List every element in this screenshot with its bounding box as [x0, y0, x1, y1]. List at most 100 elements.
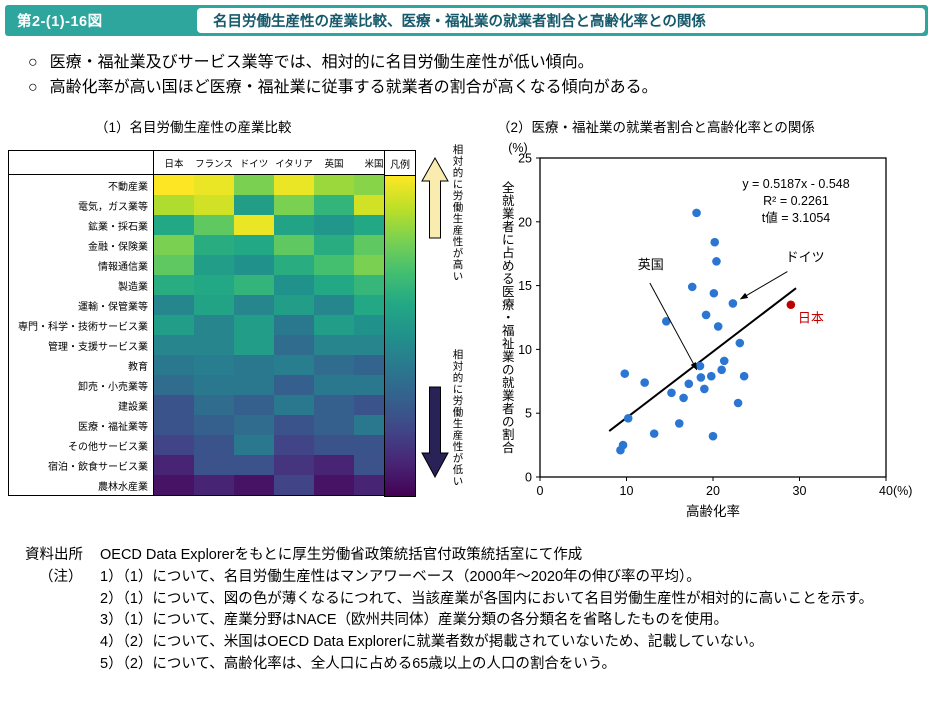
scatter-point — [674, 419, 684, 428]
svg-text:10: 10 — [620, 484, 634, 498]
scatter-point — [709, 288, 719, 298]
circle-bullet-icon: ○ — [28, 54, 38, 71]
heatmap-row-label: 農林水産業 — [8, 475, 154, 496]
scatter-point — [710, 237, 720, 247]
heatmap-cell — [234, 215, 274, 235]
heatmap-cell — [234, 415, 274, 435]
heatmap-cell — [274, 315, 314, 335]
heatmap-cell — [314, 435, 354, 455]
annotation-arrow — [649, 282, 698, 371]
heatmap-row-label: 専門・科学・技術サービス業 — [8, 315, 154, 335]
heatmap-cell — [234, 375, 274, 395]
heatmap-column-header: フランス — [194, 150, 234, 175]
heatmap-cell — [314, 375, 354, 395]
heatmap-cell — [194, 215, 234, 235]
heatmap-cell — [314, 255, 354, 275]
heatmap-cell — [314, 315, 354, 335]
heatmap-row-label: 不動産業 — [8, 174, 154, 195]
heatmap-cell — [234, 475, 274, 496]
scatter-point — [713, 322, 723, 331]
bullet-item: ○ 高齢化率が高い国ほど医療・福祉業に従事する就業者の割合が高くなる傾向がある。 — [28, 75, 658, 100]
heatmap-cell — [234, 335, 274, 355]
scatter-point — [661, 317, 671, 326]
heatmap-column-header: ドイツ — [234, 150, 274, 175]
heatmap-cell — [234, 435, 274, 455]
trend-line — [608, 287, 797, 432]
scatter-point — [706, 371, 716, 381]
heatmap-cell — [153, 275, 194, 295]
scatter-point-japan — [786, 300, 796, 310]
scatter-xlabel: 高齢化率 — [686, 503, 740, 519]
heatmap-table: 日本 フランス ドイツ イタリア 英国 米国 不動産業 電気，ガス業等 鉱業・採石業 金融・保険業… — [8, 150, 395, 496]
heatmap-corner-cell — [8, 150, 154, 175]
heatmap-cell — [234, 455, 274, 475]
figure-number-badge: 第2-(1)-16図 — [17, 5, 103, 36]
heatmap-cell — [153, 195, 194, 215]
heatmap-cell — [194, 315, 234, 335]
japan-label: 日本 — [798, 311, 824, 326]
note-item: 4）（2）について、米国はOECD Data Explorerに就業者数が掲載さ… — [100, 634, 764, 650]
circle-bullet-icon: ○ — [28, 79, 38, 97]
heatmap-row-label: 卸売・小売業等 — [8, 375, 154, 395]
scatter-point — [684, 379, 694, 389]
country-annotation: 英国 — [638, 257, 664, 272]
svg-text:20: 20 — [518, 215, 532, 229]
heatmap-cell — [194, 375, 234, 395]
heatmap-legend-label: 凡例 — [385, 151, 415, 176]
heatmap-cell — [314, 195, 354, 215]
heatmap-cell — [314, 335, 354, 355]
heatmap-cell — [194, 395, 234, 415]
heatmap-cell — [274, 235, 314, 255]
svg-text:0: 0 — [537, 484, 544, 498]
heatmap-cell — [153, 215, 194, 235]
heatmap-cell — [153, 415, 194, 435]
heatmap-row-label: 医療・福祉業等 — [8, 415, 154, 435]
figure-title: 名目労働生産性の産業比較、医療・福祉業の就業者割合と高齢化率との関係 — [197, 8, 925, 33]
scatter-point — [700, 384, 709, 394]
regression-equation: t値 = 3.1054 — [762, 210, 830, 225]
heatmap-cell — [274, 295, 314, 315]
panel1-title: （1）名目労働生産性の産業比較 — [95, 120, 292, 135]
heatmap-cell — [153, 295, 194, 315]
heatmap-row-label: 宿泊・飲食サービス業 — [8, 455, 154, 475]
scatter-ylabel: 全就業者に占める医療・福祉業の就業者の割合 — [502, 180, 515, 455]
heatmap-legend-gradient — [385, 176, 415, 496]
heatmap-cell — [274, 255, 314, 275]
heatmap-cell — [153, 375, 194, 395]
heatmap-cell — [234, 235, 274, 255]
heatmap-cell — [314, 355, 354, 375]
svg-text:(%): (%) — [508, 141, 527, 155]
svg-text:0: 0 — [525, 471, 532, 485]
heatmap-cell — [314, 295, 354, 315]
annotation-high-productivity: 相対的に労働生産性が高い — [451, 144, 464, 282]
heatmap-cell — [274, 174, 314, 195]
scatter-point — [739, 371, 749, 381]
scatter-point — [649, 429, 659, 438]
figure-header-band: 第2-(1)-16図 名目労働生産性の産業比較、医療・福祉業の就業者割合と高齢化… — [5, 5, 928, 36]
heatmap-cell — [314, 174, 354, 195]
scatter-point — [692, 208, 701, 218]
heatmap-cell — [153, 455, 194, 475]
heatmap-column-header: 英国 — [314, 150, 354, 175]
svg-text:20: 20 — [706, 484, 720, 498]
source-text: OECD Data Explorerをもとに厚生労働省政策統括官付政策統括室にて… — [100, 547, 583, 563]
heatmap-row-label: 管理・支援サービス業 — [8, 335, 154, 355]
note-item: 2）（1）について、図の色が薄くなるにつれて、当該産業が各国内において名目労働生… — [100, 590, 874, 607]
scatter-point — [717, 365, 726, 375]
heatmap-cell — [314, 215, 354, 235]
heatmap-row-label: 教育 — [8, 355, 154, 375]
summary-bullets: ○ 医療・福祉業及びサービス業等では、相対的に名目労働生産性が低い傾向。 ○ 高… — [28, 50, 658, 101]
heatmap-cell — [194, 475, 234, 496]
bullet-item: ○ 医療・福祉業及びサービス業等では、相対的に名目労働生産性が低い傾向。 — [28, 50, 658, 75]
heatmap-cell — [234, 255, 274, 275]
heatmap-cell — [153, 255, 194, 275]
heatmap-row-label: 製造業 — [8, 275, 154, 295]
svg-text:40: 40 — [879, 484, 893, 498]
scatter-point — [620, 369, 630, 378]
heatmap-cell — [194, 435, 234, 455]
heatmap-column-header: イタリア — [274, 150, 314, 175]
heatmap-cell — [194, 195, 234, 215]
heatmap-cell — [314, 235, 354, 255]
panel2-title: （2）医療・福祉業の就業者割合と高齢化率との関係 — [497, 120, 815, 135]
scatter-point — [712, 257, 721, 266]
